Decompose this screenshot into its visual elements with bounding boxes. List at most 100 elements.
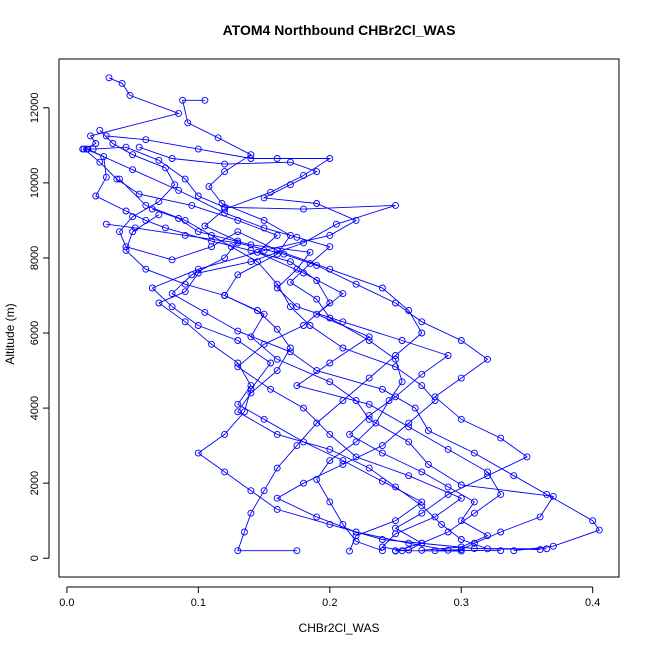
data-point <box>168 256 176 264</box>
data-point <box>326 243 334 251</box>
data-point <box>221 209 229 217</box>
data-point <box>497 528 505 536</box>
data-point <box>352 216 360 224</box>
data-point <box>254 248 261 256</box>
data-point <box>457 415 465 423</box>
data-point <box>247 155 255 162</box>
data-point <box>273 231 281 239</box>
data-point <box>405 419 413 427</box>
data-point <box>162 164 169 172</box>
data-point <box>470 545 478 552</box>
data-point <box>392 393 399 401</box>
data-point <box>543 490 551 498</box>
data-point <box>148 284 156 292</box>
data-point <box>234 228 242 236</box>
data-point <box>392 355 399 363</box>
data-point <box>339 397 347 405</box>
data-point <box>431 513 439 521</box>
data-point <box>273 494 281 502</box>
x-tick-label: 0.3 <box>454 597 469 609</box>
data-point <box>418 329 426 337</box>
data-point <box>273 464 281 472</box>
data-point <box>536 546 544 554</box>
data-point <box>339 457 347 465</box>
data-point <box>365 412 373 420</box>
data-point <box>260 224 268 232</box>
data-point <box>273 430 281 438</box>
data-point <box>234 337 242 344</box>
data-point <box>497 490 505 498</box>
data-point <box>595 526 603 534</box>
data-point <box>444 490 452 498</box>
data-point <box>536 513 544 521</box>
data-point <box>171 181 179 189</box>
data-point <box>418 468 426 476</box>
data-point <box>214 134 222 142</box>
data-point <box>326 299 334 307</box>
data-point <box>135 143 143 151</box>
data-point <box>392 547 399 555</box>
data-point <box>260 216 268 224</box>
data-point <box>392 483 399 491</box>
data-point <box>326 378 334 386</box>
data-point <box>306 322 314 329</box>
data-point <box>339 318 347 326</box>
data-point <box>247 385 255 393</box>
data-point <box>411 404 419 412</box>
data-point <box>234 359 242 367</box>
data-point <box>221 205 229 213</box>
data-point <box>234 216 242 224</box>
data-point <box>221 430 229 438</box>
data-point <box>497 547 505 555</box>
data-point <box>92 192 100 200</box>
data-point <box>116 228 123 236</box>
data-point <box>155 198 163 206</box>
data-point <box>273 280 281 288</box>
data-point <box>168 290 176 298</box>
data-point <box>109 140 117 147</box>
data-point <box>273 155 281 162</box>
series-layer <box>79 74 603 555</box>
data-point <box>221 292 229 299</box>
data-point <box>247 241 255 249</box>
data-point <box>234 547 242 555</box>
data-point <box>181 288 189 296</box>
data-point <box>378 543 386 551</box>
data-point <box>365 415 373 423</box>
data-point <box>267 188 275 196</box>
data-point <box>392 524 399 532</box>
data-point <box>194 265 202 273</box>
data-point <box>352 528 360 536</box>
data-point <box>418 546 426 554</box>
data-point <box>418 502 426 510</box>
data-point <box>365 333 373 341</box>
data-point <box>194 449 202 457</box>
plot-frame <box>58 58 620 578</box>
data-point <box>352 438 360 446</box>
data-point <box>418 318 426 326</box>
data-point <box>378 477 386 485</box>
data-point <box>102 173 110 181</box>
series-line-1 <box>182 99 555 552</box>
data-point <box>470 498 478 506</box>
data-point <box>326 265 334 273</box>
data-point <box>392 352 399 359</box>
data-point <box>118 79 126 87</box>
y-tick-label: 4000 <box>29 396 41 420</box>
data-point <box>543 545 551 553</box>
data-point <box>300 404 307 412</box>
data-point <box>280 250 288 258</box>
series-line-0 <box>83 77 502 552</box>
data-point <box>365 400 373 408</box>
data-point <box>129 166 137 174</box>
data-point <box>444 445 452 453</box>
data-point <box>326 430 334 438</box>
data-point <box>438 520 445 528</box>
data-point <box>234 271 242 279</box>
data-point <box>168 303 176 311</box>
data-point <box>306 248 314 256</box>
data-point <box>300 239 307 247</box>
data-point <box>339 520 347 528</box>
data-point <box>418 509 426 517</box>
